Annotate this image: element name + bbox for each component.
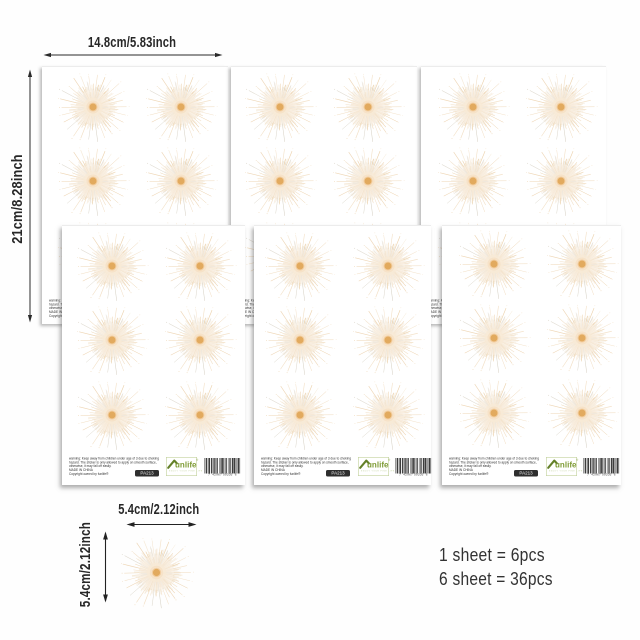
- svg-text:unlife: unlife: [555, 460, 577, 469]
- svg-text:ENJOY YOUR FINE LIFE: ENJOY YOUR FINE LIFE: [549, 470, 583, 472]
- svg-text:ENJOY YOUR FINE LIFE: ENJOY YOUR FINE LIFE: [169, 470, 203, 472]
- svg-text:®: ®: [576, 458, 578, 462]
- svg-text:unlife: unlife: [175, 460, 197, 469]
- svg-text:ENJOY YOUR FINE LIFE: ENJOY YOUR FINE LIFE: [361, 470, 395, 472]
- svg-text:®: ®: [388, 458, 390, 462]
- svg-text:®: ®: [196, 458, 198, 462]
- svg-text:unlife: unlife: [367, 460, 389, 469]
